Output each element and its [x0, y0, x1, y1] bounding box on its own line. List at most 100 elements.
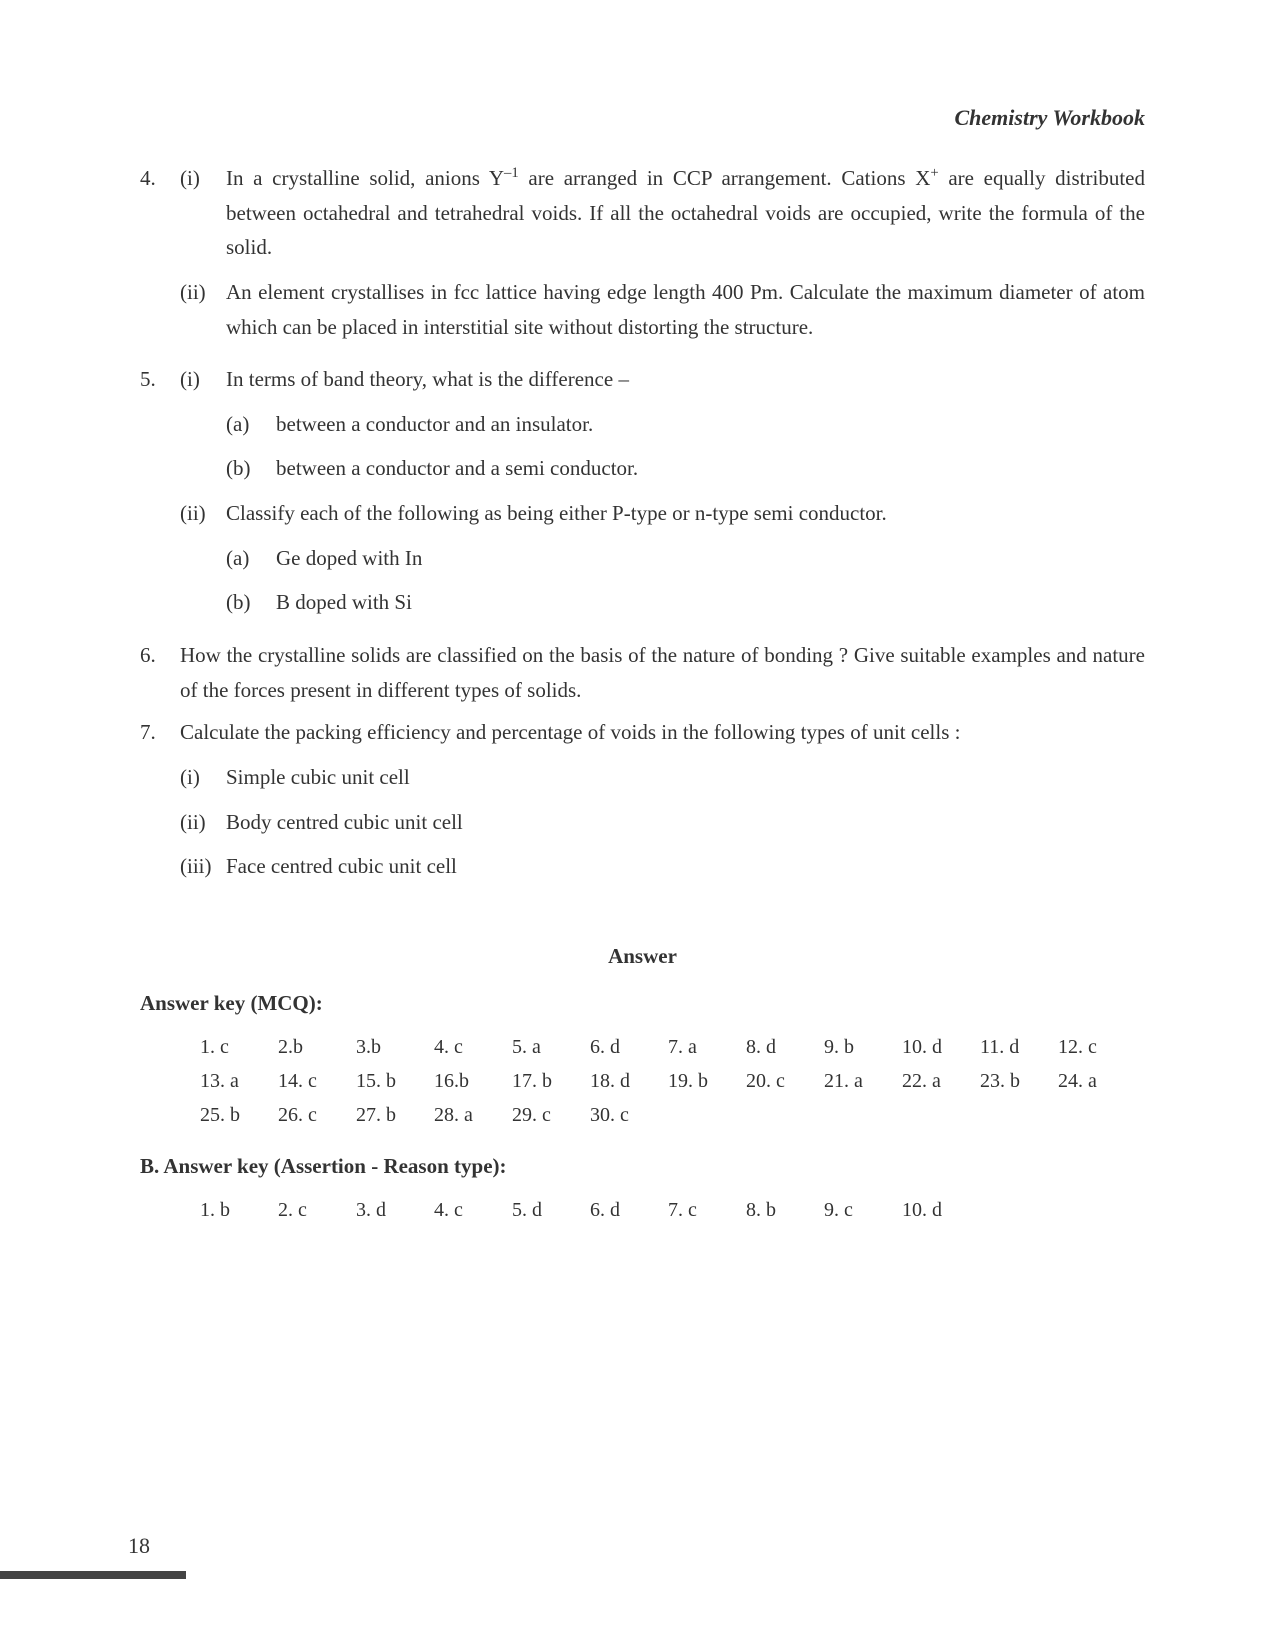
page-number: 18	[128, 1533, 150, 1559]
sub-text: An element crystallises in fcc lattice h…	[226, 275, 1145, 344]
question-5-part-i: (i) In terms of band theory, what is the…	[180, 362, 1145, 397]
answer-cell: 22. a	[902, 1064, 980, 1098]
question-content: (i) In a crystalline solid, anions Y–1 a…	[180, 161, 1145, 354]
answer-cell: 26. c	[278, 1098, 356, 1132]
answer-row: 25. b26. c27. b28. a29. c30. c	[200, 1098, 1145, 1132]
answer-cell: 4. c	[434, 1193, 512, 1227]
sub-sub-label: (a)	[226, 541, 276, 576]
answer-cell: 14. c	[278, 1064, 356, 1098]
sub-label: (i)	[180, 362, 226, 397]
answer-heading: Answer	[140, 944, 1145, 969]
sub-sub-label: (a)	[226, 407, 276, 442]
sub-text: Classify each of the following as being …	[226, 496, 1145, 531]
superscript: +	[930, 165, 938, 181]
answer-cell: 1. b	[200, 1193, 278, 1227]
question-7-part-i: (i) Simple cubic unit cell	[180, 760, 1145, 795]
answer-cell: 5. a	[512, 1030, 590, 1064]
sub-sub-label: (b)	[226, 585, 276, 620]
sub-sub-text: between a conductor and a semi conductor…	[276, 451, 638, 486]
question-text: Calculate the packing efficiency and per…	[180, 715, 1145, 750]
sub-sub-label: (b)	[226, 451, 276, 486]
text-segment: are arranged in CCP arrangement. Cations…	[519, 166, 931, 190]
sub-text: In a crystalline solid, anions Y–1 are a…	[226, 161, 1145, 265]
sub-sub-text: Ge doped with In	[276, 541, 422, 576]
answer-cell: 3.b	[356, 1030, 434, 1064]
answer-cell: 9. c	[824, 1193, 902, 1227]
sub-label: (ii)	[180, 496, 226, 531]
answer-cell: 15. b	[356, 1064, 434, 1098]
question-5-part-ii: (ii) Classify each of the following as b…	[180, 496, 1145, 531]
mcq-answer-grid: 1. c2.b3.b4. c5. a6. d7. a8. d9. b10. d1…	[200, 1030, 1145, 1132]
sub-sub-text: between a conductor and an insulator.	[276, 407, 593, 442]
ar-title: B. Answer key (Assertion - Reason type):	[140, 1154, 1145, 1179]
question-5-ii-a: (a) Ge doped with In	[226, 541, 1145, 576]
footer-bar	[0, 1571, 186, 1579]
answer-cell: 30. c	[590, 1098, 668, 1132]
answer-cell: 19. b	[668, 1064, 746, 1098]
text-segment: In a crystalline solid, anions Y	[226, 166, 504, 190]
sub-sub-text: B doped with Si	[276, 585, 412, 620]
page-content: Chemistry Workbook 4. (i) In a crystalli…	[0, 0, 1275, 1309]
answer-cell: 21. a	[824, 1064, 902, 1098]
answer-cell: 2. c	[278, 1193, 356, 1227]
answer-cell: 7. a	[668, 1030, 746, 1064]
answer-cell: 8. d	[746, 1030, 824, 1064]
answer-cell: 9. b	[824, 1030, 902, 1064]
question-number: 6.	[140, 638, 180, 707]
question-number: 5.	[140, 362, 180, 630]
header-title: Chemistry Workbook	[140, 105, 1145, 131]
sub-label: (ii)	[180, 275, 226, 344]
sub-text: Face centred cubic unit cell	[226, 849, 457, 884]
sub-label: (i)	[180, 760, 226, 795]
question-4: 4. (i) In a crystalline solid, anions Y–…	[140, 161, 1145, 354]
answer-cell: 11. d	[980, 1030, 1058, 1064]
answer-cell: 28. a	[434, 1098, 512, 1132]
answer-cell: 20. c	[746, 1064, 824, 1098]
sub-text: Simple cubic unit cell	[226, 760, 410, 795]
answer-cell: 1. c	[200, 1030, 278, 1064]
question-7: 7. Calculate the packing efficiency and …	[140, 715, 1145, 894]
question-6: 6. How the crystalline solids are classi…	[140, 638, 1145, 707]
sub-text: Body centred cubic unit cell	[226, 805, 463, 840]
ar-answer-grid: 1. b2. c3. d4. c5. d6. d7. c8. b9. c10. …	[200, 1193, 1145, 1227]
answer-cell: 25. b	[200, 1098, 278, 1132]
answer-cell: 17. b	[512, 1064, 590, 1098]
answer-cell: 7. c	[668, 1193, 746, 1227]
question-4-part-ii: (ii) An element crystallises in fcc latt…	[180, 275, 1145, 344]
answer-cell: 8. b	[746, 1193, 824, 1227]
question-4-part-i: (i) In a crystalline solid, anions Y–1 a…	[180, 161, 1145, 265]
sub-label: (i)	[180, 161, 226, 265]
question-5-i-a: (a) between a conductor and an insulator…	[226, 407, 1145, 442]
answer-cell: 5. d	[512, 1193, 590, 1227]
answer-cell: 3. d	[356, 1193, 434, 1227]
answer-row: 1. b2. c3. d4. c5. d6. d7. c8. b9. c10. …	[200, 1193, 1145, 1227]
question-content: (i) In terms of band theory, what is the…	[180, 362, 1145, 630]
answer-cell: 27. b	[356, 1098, 434, 1132]
answer-cell: 24. a	[1058, 1064, 1136, 1098]
answer-row: 1. c2.b3.b4. c5. a6. d7. a8. d9. b10. d1…	[200, 1030, 1145, 1064]
answer-cell: 6. d	[590, 1030, 668, 1064]
answer-cell: 10. d	[902, 1193, 980, 1227]
question-text: How the crystalline solids are classifie…	[180, 638, 1145, 707]
answer-row: 13. a14. c15. b16.b17. b18. d19. b20. c2…	[200, 1064, 1145, 1098]
question-5-ii-b: (b) B doped with Si	[226, 585, 1145, 620]
question-5-i-b: (b) between a conductor and a semi condu…	[226, 451, 1145, 486]
answer-cell: 13. a	[200, 1064, 278, 1098]
answer-cell: 4. c	[434, 1030, 512, 1064]
question-number: 4.	[140, 161, 180, 354]
answer-cell: 16.b	[434, 1064, 512, 1098]
sub-label: (iii)	[180, 849, 226, 884]
sub-label: (ii)	[180, 805, 226, 840]
question-7-part-iii: (iii) Face centred cubic unit cell	[180, 849, 1145, 884]
answer-cell: 18. d	[590, 1064, 668, 1098]
question-5: 5. (i) In terms of band theory, what is …	[140, 362, 1145, 630]
answer-cell: 29. c	[512, 1098, 590, 1132]
superscript: –1	[504, 165, 519, 181]
question-7-part-ii: (ii) Body centred cubic unit cell	[180, 805, 1145, 840]
question-number: 7.	[140, 715, 180, 894]
answer-cell: 23. b	[980, 1064, 1058, 1098]
answer-cell: 2.b	[278, 1030, 356, 1064]
answer-cell: 12. c	[1058, 1030, 1136, 1064]
answer-cell: 10. d	[902, 1030, 980, 1064]
question-content: Calculate the packing efficiency and per…	[180, 715, 1145, 894]
